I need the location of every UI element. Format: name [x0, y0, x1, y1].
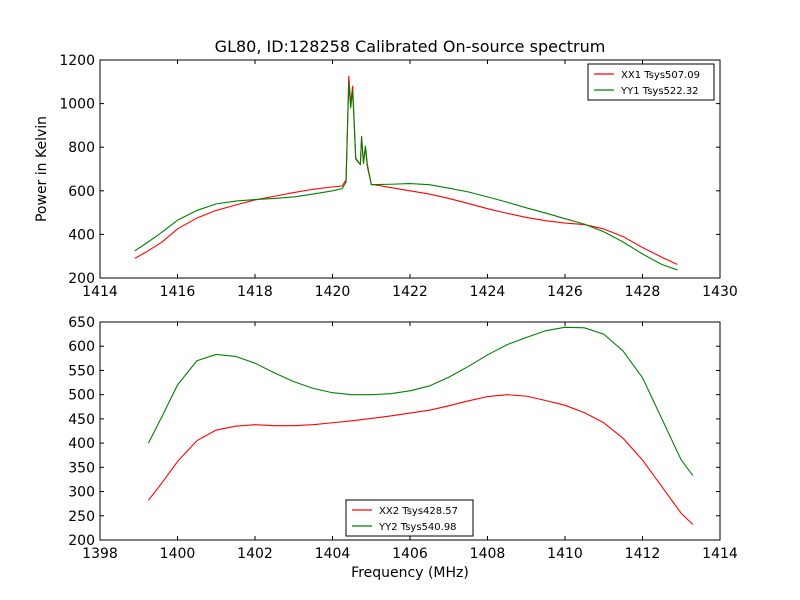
x-tick-label: 1410	[547, 546, 583, 562]
bottom-plot: 1398 1400 1402 1404 1406 1408 1410 1412 1414 200 2…	[68, 315, 738, 562]
y-tick-label: 600	[68, 339, 95, 355]
y-tick-label: 200	[68, 271, 95, 287]
x-tick-label: 1418	[237, 284, 273, 300]
y-tick-label: 300	[68, 485, 95, 501]
x-axis-label: Frequency (MHz)	[351, 565, 469, 581]
y-tick-label: 200	[68, 533, 95, 549]
legend-box	[587, 63, 715, 101]
chart-title: GL80, ID:128258 Calibrated On-source spe…	[215, 37, 606, 56]
legend-box	[345, 499, 474, 537]
x-tick-label: 1412	[625, 546, 661, 562]
x-tick-label: 1422	[392, 284, 428, 300]
y-tick-label: 250	[68, 509, 95, 525]
series-line-2	[147, 326, 694, 476]
legend: XX2 Tsys428.57 YY2 Tsys540.98	[345, 499, 474, 537]
y-tick-label: 400	[68, 227, 95, 243]
x-tick-label: 1398	[82, 546, 118, 562]
x-tick-label: 1414	[702, 546, 738, 562]
x-tick-label: 1406	[392, 546, 428, 562]
x-tick-label: 1428	[625, 284, 661, 300]
x-tick-label: 1408	[470, 546, 506, 562]
x-tick-label: 1414	[82, 284, 118, 300]
series-line-1	[148, 394, 694, 525]
y-tick-label: 1200	[59, 53, 95, 69]
y-tick-label: 450	[68, 412, 95, 428]
x-tick-label: 1402	[237, 546, 273, 562]
x-tick-label: 1424	[470, 284, 506, 300]
y-tick-label: 400	[68, 436, 95, 452]
legend-label: YY2 Tsys540.98	[378, 522, 457, 533]
y-tick-label: 600	[68, 184, 95, 200]
x-tick-label: 1430	[702, 284, 738, 300]
y-tick-label: 650	[68, 315, 95, 331]
legend-label: XX1 Tsys507.09	[621, 70, 700, 81]
x-tick-label: 1400	[160, 546, 196, 562]
y-tick-label: 500	[68, 388, 95, 404]
legend-label: YY1 Tsys522.32	[620, 86, 699, 97]
top-plot: 1414 1416 1418 1420 1422 1424 1426 1428 1430 200 4…	[59, 53, 737, 300]
y-axis-label: Power in Kelvin	[34, 116, 50, 222]
y-tick-label: 350	[68, 460, 95, 476]
x-tick-label: 1404	[315, 546, 351, 562]
legend: XX1 Tsys507.09 YY1 Tsys522.32	[587, 63, 715, 101]
y-tick-label: 550	[68, 363, 95, 379]
x-tick-label: 1416	[160, 284, 196, 300]
y-tick-label: 1000	[59, 97, 95, 113]
y-tick-label: 800	[68, 140, 95, 156]
x-tick-label: 1426	[547, 284, 583, 300]
series-line-2	[134, 82, 678, 271]
legend-label: XX2 Tsys428.57	[379, 506, 458, 517]
x-tick-label: 1420	[315, 284, 351, 300]
